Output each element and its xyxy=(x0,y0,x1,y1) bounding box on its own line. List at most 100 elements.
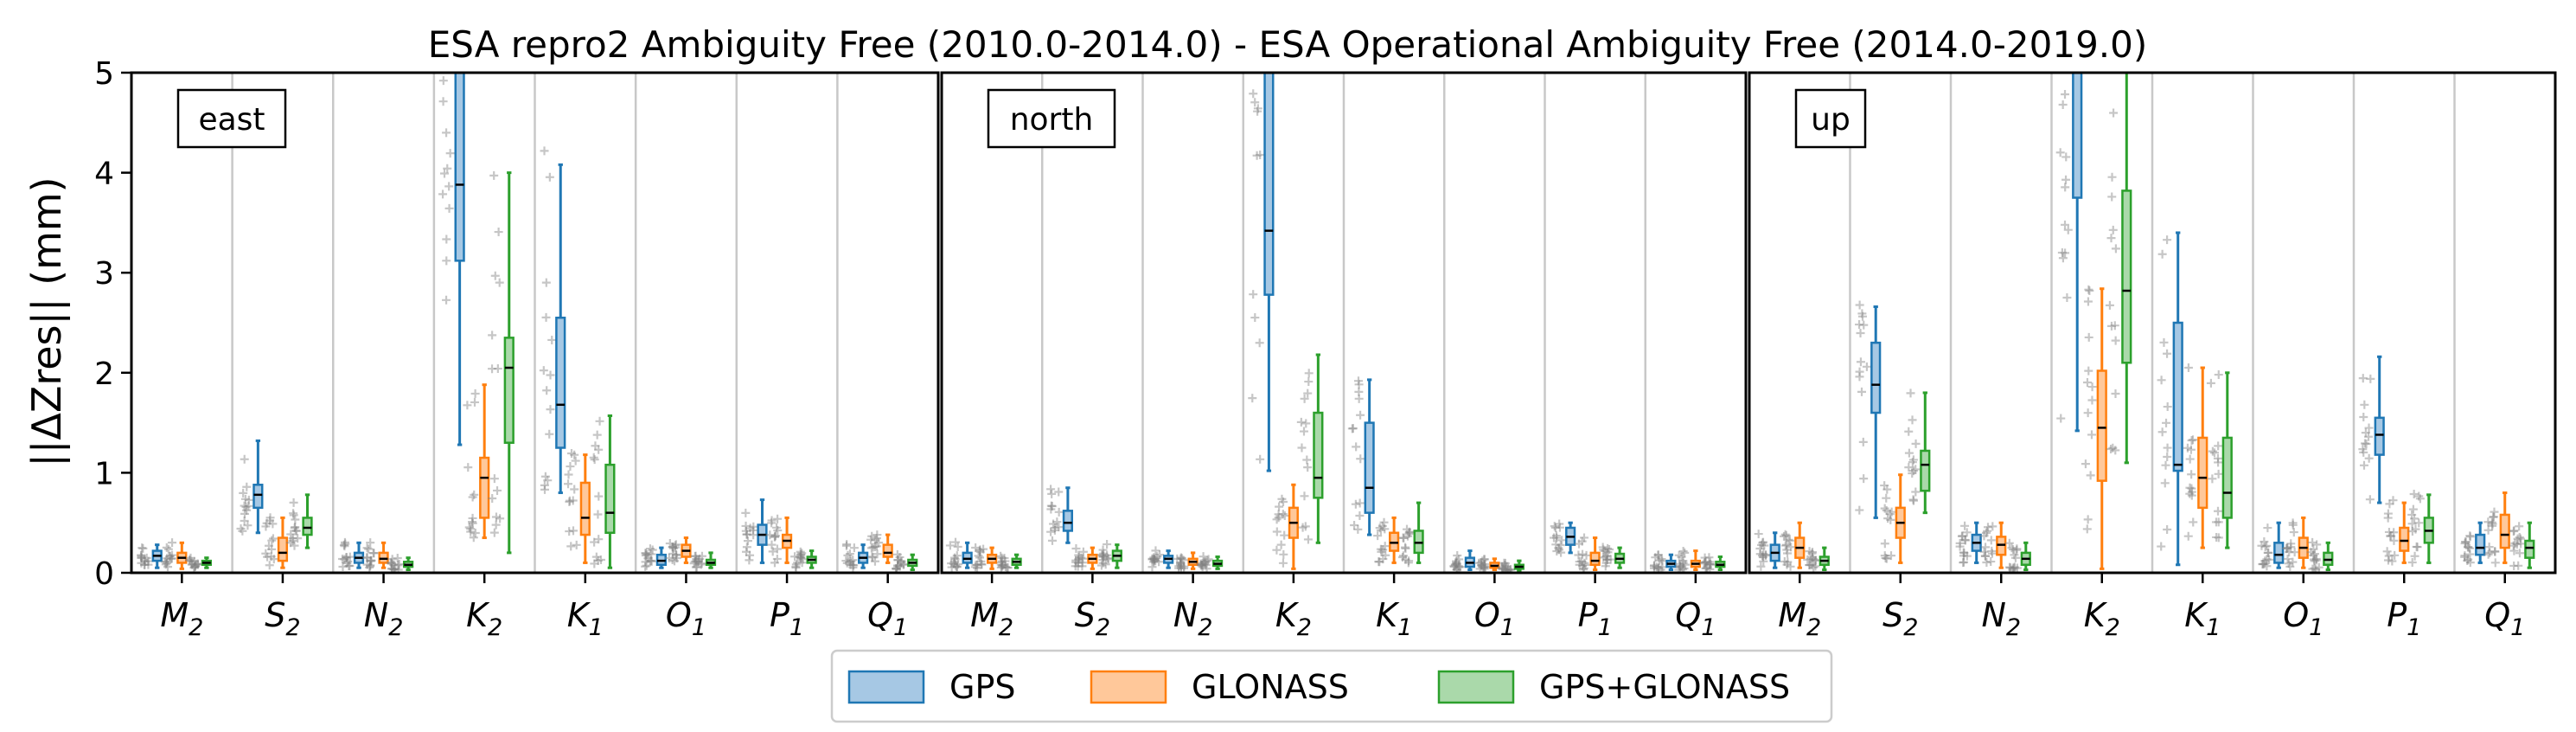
sample-point xyxy=(2489,512,2498,522)
sample-point xyxy=(1373,531,1383,541)
sample-point xyxy=(1301,419,1311,428)
sample-point xyxy=(139,555,149,565)
sample-point xyxy=(142,553,151,562)
sample-point xyxy=(1601,552,1611,562)
sample-point xyxy=(1781,530,1791,540)
sample-point xyxy=(265,561,274,570)
box-glonass xyxy=(2096,369,2107,482)
sample-point xyxy=(468,492,477,502)
sample-point xyxy=(1550,523,1560,532)
sample-point xyxy=(1650,563,1659,573)
sample-point xyxy=(2208,474,2217,484)
sample-point xyxy=(2061,90,2070,100)
sample-point xyxy=(1761,550,1771,560)
sample-point xyxy=(2260,556,2270,566)
sample-point xyxy=(591,441,600,451)
sample-point xyxy=(695,554,705,563)
sample-point xyxy=(2413,543,2422,552)
sample-point xyxy=(387,555,397,564)
sample-point xyxy=(1805,560,1814,569)
sample-point xyxy=(1404,527,1414,536)
sample-point xyxy=(2510,538,2520,548)
sample-point xyxy=(691,551,700,561)
sample-point xyxy=(1983,526,1992,536)
x-tick-label: K1 xyxy=(1376,596,1412,641)
sample-point xyxy=(340,555,349,564)
sample-point xyxy=(266,552,276,562)
sample-point xyxy=(694,556,703,566)
sample-point xyxy=(488,331,497,340)
sample-point xyxy=(1882,485,1892,494)
sample-point xyxy=(1981,543,1991,552)
sample-point xyxy=(2189,435,2198,445)
sample-point xyxy=(289,510,298,520)
sample-point xyxy=(2163,453,2172,462)
sample-point xyxy=(494,228,503,237)
sample-point xyxy=(590,455,599,465)
sample-point xyxy=(1347,424,1357,433)
box-gps xyxy=(2374,416,2385,456)
sample-point xyxy=(1046,527,1056,536)
sample-point xyxy=(1758,538,1767,548)
sample-point xyxy=(1147,562,1157,572)
sample-point xyxy=(1071,544,1081,554)
sample-point xyxy=(1908,458,1917,467)
sample-point xyxy=(366,538,375,548)
sample-point xyxy=(1455,562,1465,572)
sample-point xyxy=(1451,558,1461,568)
sample-point xyxy=(2306,548,2316,557)
x-tick-label: K1 xyxy=(2184,596,2221,641)
sample-point xyxy=(979,544,988,554)
sample-point xyxy=(1599,545,1608,555)
sample-point xyxy=(2484,543,2494,552)
sample-point xyxy=(2012,544,2022,554)
sample-point xyxy=(365,562,374,572)
sample-point xyxy=(841,541,851,550)
box-gps-glonass xyxy=(2221,436,2233,519)
sample-point xyxy=(189,563,199,573)
panel-up xyxy=(1754,73,2535,573)
sample-point xyxy=(2465,543,2474,553)
sample-point xyxy=(671,540,681,549)
sample-point xyxy=(2460,551,2470,561)
sample-point xyxy=(1887,507,1896,517)
sample-point xyxy=(2111,244,2120,254)
sample-point xyxy=(591,552,601,562)
x-tick-label: M2 xyxy=(1778,596,1821,641)
sample-point xyxy=(1911,465,1921,474)
sample-point xyxy=(546,405,555,414)
sample-point xyxy=(741,508,751,517)
sample-point xyxy=(1355,510,1365,520)
sample-point xyxy=(868,543,878,552)
sample-point xyxy=(1249,290,1258,299)
sample-point xyxy=(897,558,906,568)
sample-point xyxy=(741,526,751,536)
sample-point xyxy=(1098,558,1108,568)
sample-point xyxy=(643,554,653,563)
sample-point xyxy=(168,538,177,548)
sample-point xyxy=(393,561,403,570)
sample-point xyxy=(2515,522,2524,531)
sample-point xyxy=(2106,321,2116,331)
sample-point xyxy=(2461,537,2471,547)
box-glonass xyxy=(579,481,591,536)
sample-point xyxy=(1398,551,1408,561)
sample-point xyxy=(1761,551,1771,561)
sample-point xyxy=(996,560,1006,569)
sample-point xyxy=(189,556,199,566)
sample-point xyxy=(1103,550,1112,560)
sample-point xyxy=(1256,150,1265,159)
sample-point xyxy=(438,97,448,106)
sample-point xyxy=(798,555,808,564)
sample-point xyxy=(1250,313,1260,323)
sample-point xyxy=(1154,557,1164,567)
sample-point xyxy=(843,550,853,560)
sample-point xyxy=(241,503,251,512)
sample-point xyxy=(1480,560,1489,569)
sample-point xyxy=(2490,507,2499,517)
sample-point xyxy=(1077,558,1087,568)
sample-point xyxy=(389,560,399,569)
sample-point xyxy=(848,562,858,572)
sample-point xyxy=(2513,534,2522,543)
box-gps xyxy=(2273,542,2285,564)
